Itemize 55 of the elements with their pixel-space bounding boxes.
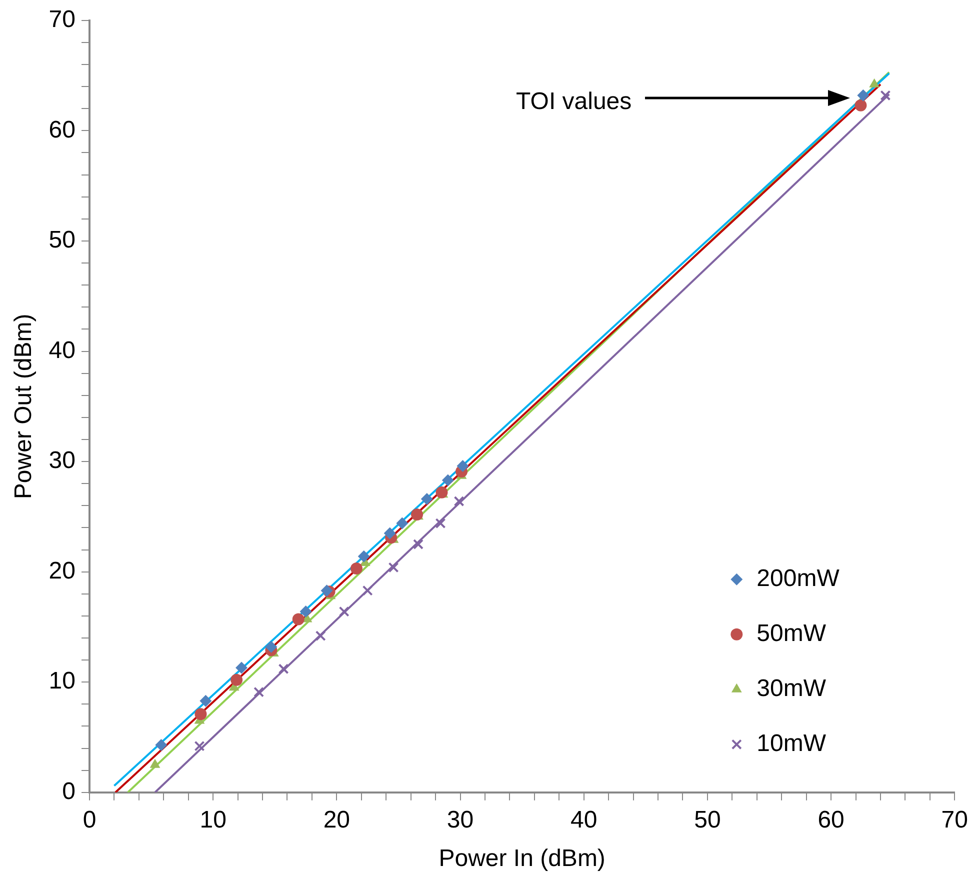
x-tick-label: 10 [200,806,226,834]
point [442,474,454,486]
point [388,562,399,573]
point [320,584,333,597]
point [435,518,446,529]
legend-label: 200mW [756,565,840,592]
y-tick-label: 40 [48,336,76,364]
point [292,613,304,626]
point [200,694,212,707]
x-tick-label: 20 [323,806,350,834]
point [150,758,160,768]
x-axis-title: Power In (dBm) [438,845,606,872]
point [413,539,424,550]
x-tick-label: 70 [941,806,968,834]
point [456,460,469,472]
point [362,585,373,596]
y-tick-label: 10 [48,668,76,695]
point [194,740,205,752]
x-tick-label: 50 [694,806,721,834]
point [265,640,278,653]
y-tick-label: 60 [48,116,76,144]
point [436,486,448,498]
y-axis-title: Power Out (dBm) [10,314,38,500]
y-tick-label: 30 [48,447,76,474]
y-tick-label: 0 [62,778,76,806]
annotation: TOI values [516,88,632,116]
point [396,517,408,530]
point [155,738,168,751]
x-tick-label: 30 [446,806,474,834]
point [411,508,424,520]
y-tick-label: 20 [48,557,76,584]
x-tick-label: 60 [818,806,844,834]
point [420,493,433,506]
point [880,90,891,101]
point [194,708,207,720]
point [338,606,350,617]
x-tick-label: 0 [82,806,96,834]
point [384,527,396,540]
point [236,662,248,674]
point [254,686,264,698]
point [230,674,243,686]
point [300,606,312,618]
y-tick-label: 50 [48,226,76,254]
point [278,664,289,674]
legend-label: 50mW [756,620,826,648]
point [854,99,867,112]
point [350,562,362,575]
point [358,550,370,562]
point [315,630,326,642]
legend-label: 10mW [756,730,826,758]
x-tick-label: 40 [570,806,598,834]
point [857,89,870,102]
legend-label: 30mW [756,675,826,702]
y-tick-label: 70 [48,6,76,34]
point [454,496,464,506]
